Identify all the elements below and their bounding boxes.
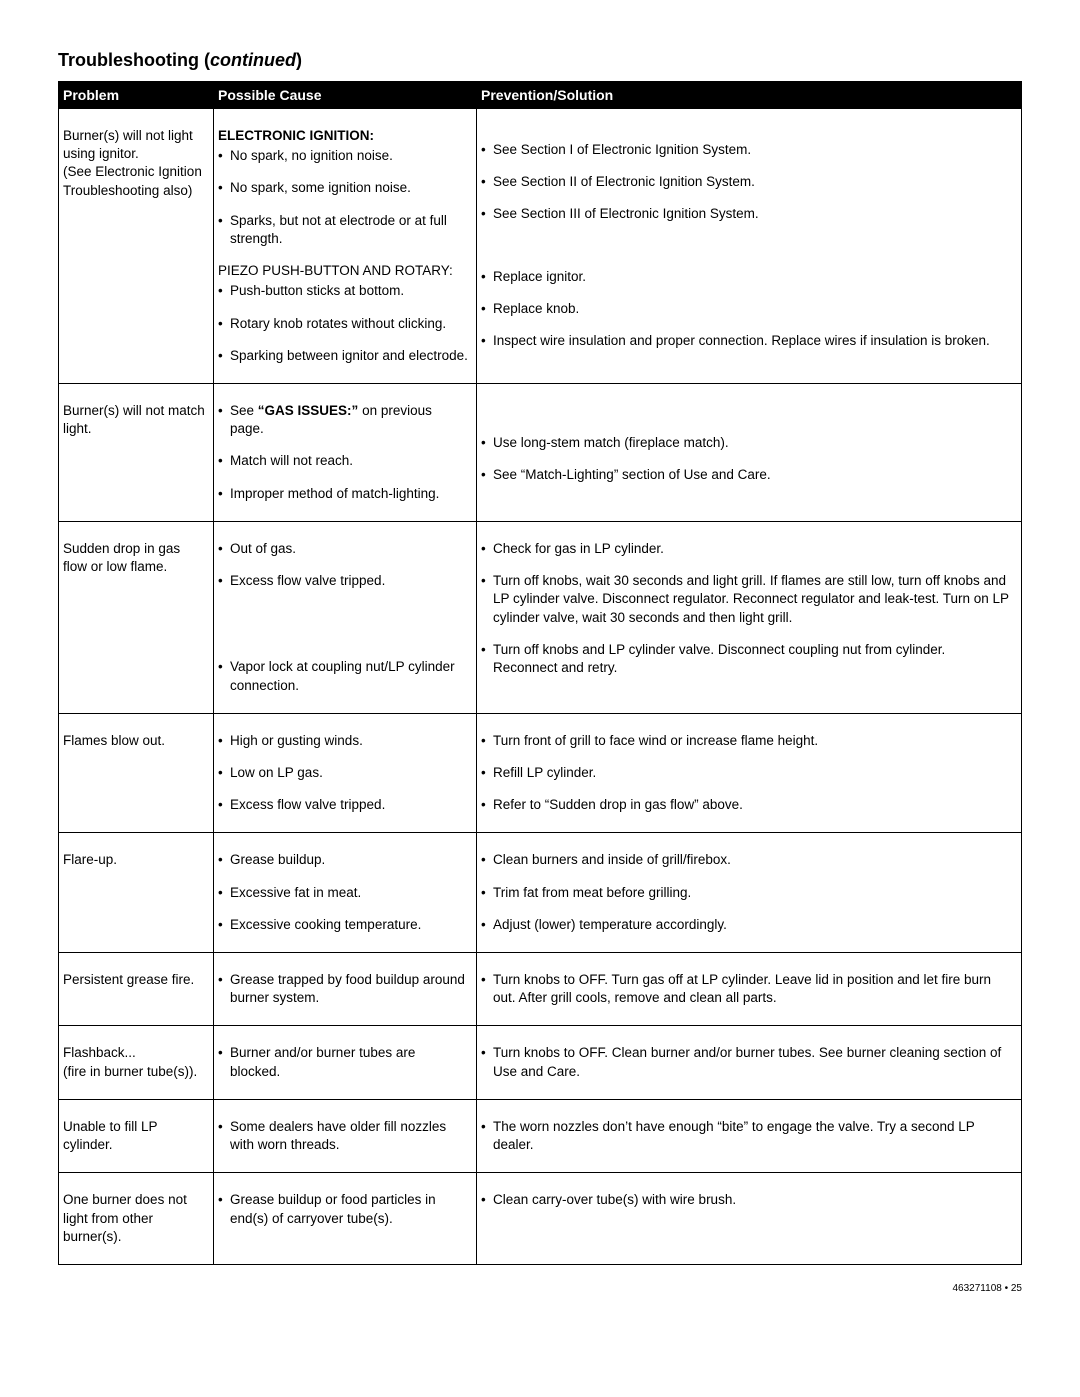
- cause-item: High or gusting winds.: [218, 732, 468, 750]
- footer-page: 25: [1011, 1283, 1022, 1294]
- problem-cell: Flames blow out.: [59, 713, 214, 833]
- solution-cell: Turn knobs to OFF. Clean burner and/or b…: [477, 1026, 1022, 1099]
- page-title: Troubleshooting (continued): [58, 50, 1022, 71]
- cause-cell: Burner and/or burner tubes are blocked.: [214, 1026, 477, 1099]
- solution-item: Refill LP cylinder.: [481, 764, 1013, 782]
- cause-item: Burner and/or burner tubes are blocked.: [218, 1044, 468, 1080]
- table-row: Unable to fill LP cylinder. Some dealers…: [59, 1099, 1022, 1172]
- solution-item: See Section I of Electronic Ignition Sys…: [481, 141, 1013, 159]
- solution-cell: The worn nozzles don’t have enough “bite…: [477, 1099, 1022, 1172]
- title-prefix: Troubleshooting (: [58, 50, 210, 70]
- cause-cell: High or gusting winds. Low on LP gas. Ex…: [214, 713, 477, 833]
- cause-subhead: ELECTRONIC IGNITION:: [218, 127, 468, 145]
- solution-item: Turn knobs to OFF. Clean burner and/or b…: [481, 1044, 1013, 1080]
- cause-cell: Some dealers have older fill nozzles wit…: [214, 1099, 477, 1172]
- cause-cell: Grease trapped by food buildup around bu…: [214, 953, 477, 1026]
- cause-cell: ELECTRONIC IGNITION: No spark, no igniti…: [214, 109, 477, 383]
- problem-cell: Flashback... (fire in burner tube(s)).: [59, 1026, 214, 1099]
- solution-item: Turn off knobs and LP cylinder valve. Di…: [481, 641, 1013, 677]
- cause-item: Grease buildup or food particles in end(…: [218, 1191, 468, 1227]
- problem-note: (See Electronic Ignition Troubleshooting…: [63, 164, 202, 197]
- table-row: One burner does not light from other bur…: [59, 1173, 1022, 1265]
- solution-item: Trim fat from meat before grilling.: [481, 884, 1013, 902]
- solution-item: Inspect wire insulation and proper conne…: [481, 332, 1013, 350]
- cause-item: Grease buildup.: [218, 851, 468, 869]
- solution-item: Clean burners and inside of grill/firebo…: [481, 851, 1013, 869]
- cause-item: Excess flow valve tripped.: [218, 572, 468, 590]
- problem-note: (fire in burner tube(s)).: [63, 1064, 197, 1079]
- cause-item: Excessive fat in meat.: [218, 884, 468, 902]
- solution-item: See “Match-Lighting” section of Use and …: [481, 466, 1013, 484]
- header-solution: Prevention/Solution: [477, 81, 1022, 109]
- problem-cell: Sudden drop in gas flow or low flame.: [59, 521, 214, 713]
- cause-subhead: PIEZO PUSH-BUTTON AND ROTARY:: [218, 262, 468, 280]
- solution-item: Adjust (lower) temperature accordingly.: [481, 916, 1013, 934]
- table-row: Flashback... (fire in burner tube(s)). B…: [59, 1026, 1022, 1099]
- solution-item: Turn off knobs, wait 30 seconds and ligh…: [481, 572, 1013, 627]
- solution-item: The worn nozzles don’t have enough “bite…: [481, 1118, 1013, 1154]
- solution-item: See Section III of Electronic Ignition S…: [481, 205, 1013, 223]
- cause-item: Sparking between ignitor and electrode.: [218, 347, 468, 365]
- cause-cell: See “GAS ISSUES:” on previous page. Matc…: [214, 383, 477, 521]
- cause-bold: “GAS ISSUES:”: [258, 403, 359, 418]
- header-problem: Problem: [59, 81, 214, 109]
- cause-item: Push-button sticks at bottom.: [218, 282, 468, 300]
- solution-item: Replace ignitor.: [481, 268, 1013, 286]
- solution-item: Use long-stem match (fireplace match).: [481, 434, 1013, 452]
- solution-item: Turn front of grill to face wind or incr…: [481, 732, 1013, 750]
- title-continued: continued: [210, 50, 296, 70]
- table-row: Flames blow out. High or gusting winds. …: [59, 713, 1022, 833]
- table-row: Burner(s) will not light using ignitor. …: [59, 109, 1022, 383]
- cause-item: No spark, some ignition noise.: [218, 179, 468, 197]
- cause-item: Improper method of match-lighting.: [218, 485, 468, 503]
- problem-text: Burner(s) will not light using ignitor.: [63, 128, 193, 161]
- solution-item: Refer to “Sudden drop in gas flow” above…: [481, 796, 1013, 814]
- problem-cell: Burner(s) will not match light.: [59, 383, 214, 521]
- title-suffix: ): [296, 50, 302, 70]
- cause-cell: Out of gas. Excess flow valve tripped. V…: [214, 521, 477, 713]
- cause-item: See “GAS ISSUES:” on previous page.: [218, 402, 468, 438]
- cause-cell: Grease buildup. Excessive fat in meat. E…: [214, 833, 477, 953]
- problem-cell: Persistent grease fire.: [59, 953, 214, 1026]
- troubleshooting-table: Problem Possible Cause Prevention/Soluti…: [58, 81, 1022, 1265]
- solution-cell: Use long-stem match (fireplace match). S…: [477, 383, 1022, 521]
- solution-item: See Section II of Electronic Ignition Sy…: [481, 173, 1013, 191]
- cause-cell: Grease buildup or food particles in end(…: [214, 1173, 477, 1265]
- table-row: Flare-up. Grease buildup. Excessive fat …: [59, 833, 1022, 953]
- page-footer: 463271108 • 25: [58, 1283, 1022, 1294]
- problem-cell: One burner does not light from other bur…: [59, 1173, 214, 1265]
- cause-item: Vapor lock at coupling nut/LP cylinder c…: [218, 658, 468, 694]
- problem-cell: Flare-up.: [59, 833, 214, 953]
- cause-item: Excessive cooking temperature.: [218, 916, 468, 934]
- solution-cell: Turn front of grill to face wind or incr…: [477, 713, 1022, 833]
- solution-cell: Clean burners and inside of grill/firebo…: [477, 833, 1022, 953]
- solution-cell: See Section I of Electronic Ignition Sys…: [477, 109, 1022, 383]
- table-row: Sudden drop in gas flow or low flame. Ou…: [59, 521, 1022, 713]
- cause-item: Excess flow valve tripped.: [218, 796, 468, 814]
- solution-item: Check for gas in LP cylinder.: [481, 540, 1013, 558]
- solution-cell: Clean carry-over tube(s) with wire brush…: [477, 1173, 1022, 1265]
- cause-item: No spark, no ignition noise.: [218, 147, 468, 165]
- footer-sep: •: [1002, 1283, 1011, 1294]
- cause-text: See: [230, 403, 258, 418]
- table-row: Burner(s) will not match light. See “GAS…: [59, 383, 1022, 521]
- cause-item: Match will not reach.: [218, 452, 468, 470]
- table-row: Persistent grease fire. Grease trapped b…: [59, 953, 1022, 1026]
- solution-item: Clean carry-over tube(s) with wire brush…: [481, 1191, 1013, 1209]
- cause-item: Grease trapped by food buildup around bu…: [218, 971, 468, 1007]
- solution-item: Replace knob.: [481, 300, 1013, 318]
- solution-item: Turn knobs to OFF. Turn gas off at LP cy…: [481, 971, 1013, 1007]
- cause-item: Sparks, but not at electrode or at full …: [218, 212, 468, 248]
- cause-item: Some dealers have older fill nozzles wit…: [218, 1118, 468, 1154]
- solution-cell: Check for gas in LP cylinder. Turn off k…: [477, 521, 1022, 713]
- problem-text: Flashback...: [63, 1045, 136, 1060]
- problem-cell: Burner(s) will not light using ignitor. …: [59, 109, 214, 383]
- header-cause: Possible Cause: [214, 81, 477, 109]
- cause-item: Rotary knob rotates without clicking.: [218, 315, 468, 333]
- cause-item: Low on LP gas.: [218, 764, 468, 782]
- solution-cell: Turn knobs to OFF. Turn gas off at LP cy…: [477, 953, 1022, 1026]
- problem-cell: Unable to fill LP cylinder.: [59, 1099, 214, 1172]
- cause-item: Out of gas.: [218, 540, 468, 558]
- footer-docnum: 463271108: [953, 1283, 1002, 1294]
